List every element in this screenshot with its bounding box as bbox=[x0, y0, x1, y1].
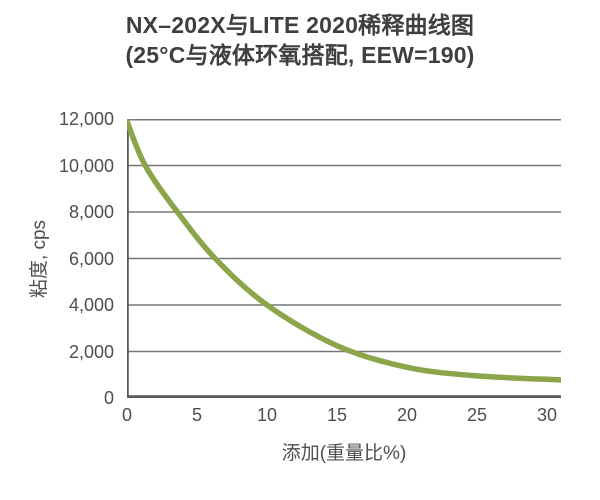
chart-title: NX–202X与LITE 2020稀释曲线图 (25°C与液体环氧搭配, EEW… bbox=[0, 10, 600, 70]
chart-title-line1: NX–202X与LITE 2020稀释曲线图 bbox=[125, 12, 475, 38]
y-tick-label: 4,000 bbox=[68, 295, 114, 315]
y-tick-label: 6,000 bbox=[68, 248, 114, 269]
chart-title-line2: (25°C与液体环氧搭配, EEW=190) bbox=[125, 42, 475, 68]
x-tick-label: 25 bbox=[466, 405, 488, 425]
y-tick-label: 10,000 bbox=[58, 155, 114, 176]
y-tick-label: 8,000 bbox=[68, 202, 114, 222]
y-tick-label: 12,000 bbox=[58, 109, 114, 129]
x-axis-title: 添加(重量比%) bbox=[281, 443, 407, 464]
plot-area bbox=[127, 119, 561, 398]
y-tick-label: 2,000 bbox=[68, 341, 114, 362]
dilution-curve-svg bbox=[127, 119, 561, 398]
x-tick-label: 15 bbox=[326, 405, 348, 425]
y-tick-label: 0 bbox=[103, 388, 114, 408]
x-tick-label: 30 bbox=[536, 405, 558, 425]
x-tick-label: 10 bbox=[256, 405, 278, 425]
x-tick-label: 5 bbox=[191, 405, 202, 425]
x-tick-label: 20 bbox=[396, 405, 418, 425]
dilution-curve-path bbox=[127, 119, 561, 383]
x-tick-label: 0 bbox=[121, 405, 132, 425]
